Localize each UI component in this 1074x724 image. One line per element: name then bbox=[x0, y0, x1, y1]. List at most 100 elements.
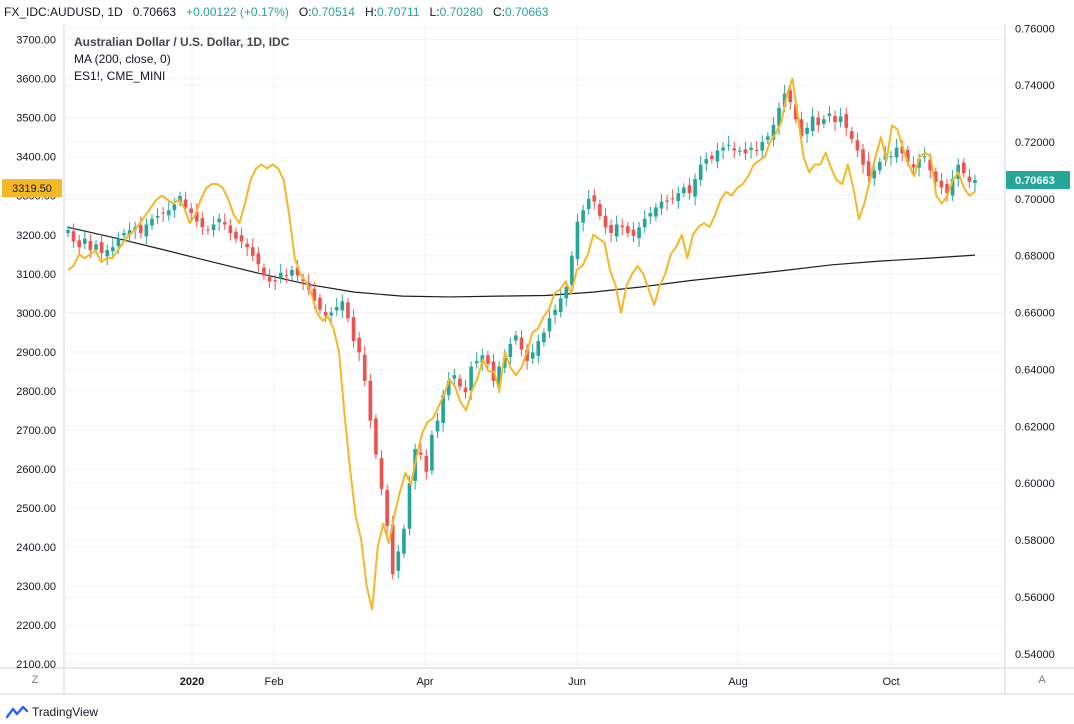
candle-body bbox=[88, 240, 93, 251]
candle-body bbox=[581, 210, 585, 223]
candle-body bbox=[676, 193, 681, 202]
candle-body bbox=[530, 352, 535, 359]
low-value: 0.70280 bbox=[439, 5, 483, 19]
legend-title: Australian Dollar / U.S. Dollar, 1D, IDC bbox=[74, 35, 290, 49]
right-tick-label: 0.70000 bbox=[1015, 194, 1055, 206]
candle-body bbox=[273, 280, 277, 282]
candle-body bbox=[351, 317, 356, 342]
candle-body bbox=[122, 232, 126, 236]
candle-body bbox=[900, 146, 905, 154]
candle-body bbox=[211, 224, 216, 231]
footer-brand[interactable]: TradingView bbox=[0, 700, 306, 724]
candle-body bbox=[687, 185, 692, 194]
left-tick-label: 3700.00 bbox=[16, 35, 56, 47]
candle-body bbox=[161, 212, 165, 214]
legend-compare[interactable]: ES1!, CME_MINI bbox=[74, 69, 166, 83]
es-last-value-text: 3319.50 bbox=[12, 183, 52, 195]
candle-body bbox=[816, 117, 821, 125]
candlestick-series bbox=[66, 83, 977, 580]
candle-body bbox=[66, 230, 70, 233]
time-axis[interactable]: 2020 Feb Apr Jun Aug Oct bbox=[180, 676, 900, 688]
chart-legend: Australian Dollar / U.S. Dollar, 1D, IDC… bbox=[74, 34, 289, 85]
tradingview-logo-icon bbox=[6, 705, 28, 719]
right-tick-label: 0.76000 bbox=[1015, 23, 1055, 35]
candle-body bbox=[424, 455, 429, 472]
open-label: O: bbox=[298, 5, 312, 19]
left-tick-label: 3400.00 bbox=[16, 152, 56, 164]
candle-body bbox=[553, 309, 557, 315]
candle-body bbox=[217, 218, 221, 223]
candle-body bbox=[586, 198, 591, 210]
candle-body bbox=[822, 119, 826, 124]
candle-body bbox=[178, 196, 182, 203]
left-tick-label: 3600.00 bbox=[16, 74, 56, 86]
candle-body bbox=[295, 267, 300, 276]
candle-body bbox=[794, 104, 798, 120]
last-value-labels: 3319.50 0.70663 bbox=[2, 171, 1070, 198]
candle-body bbox=[536, 341, 541, 356]
candle-body bbox=[894, 147, 899, 158]
time-tick-label: 2020 bbox=[180, 676, 204, 688]
low-label: L: bbox=[429, 5, 440, 19]
candle-body bbox=[435, 420, 440, 432]
candle-body bbox=[362, 354, 367, 381]
candle-body bbox=[833, 115, 837, 123]
candle-body bbox=[598, 203, 602, 216]
candle-body bbox=[704, 159, 709, 164]
candle-body bbox=[861, 149, 865, 165]
left-tick-label: 3500.00 bbox=[16, 113, 56, 125]
candle-body bbox=[933, 171, 938, 182]
candle-body bbox=[267, 276, 272, 282]
candle-body bbox=[917, 159, 921, 168]
candle-body bbox=[592, 195, 597, 202]
price-chart[interactable]: 3700.003600.003500.003400.003300.003200.… bbox=[0, 0, 1074, 700]
candle-body bbox=[665, 200, 669, 202]
candle-body bbox=[850, 131, 854, 140]
left-axis[interactable]: 3700.003600.003500.003400.003300.003200.… bbox=[16, 35, 56, 671]
candle-body bbox=[82, 238, 87, 244]
candle-body bbox=[827, 113, 832, 116]
time-tick-label: Apr bbox=[416, 676, 433, 688]
candle-body bbox=[547, 318, 552, 332]
candle-body bbox=[514, 335, 518, 341]
candle-body bbox=[648, 213, 653, 217]
candle-body bbox=[256, 253, 261, 265]
candle-body bbox=[670, 198, 675, 200]
right-tick-label: 0.66000 bbox=[1015, 308, 1055, 320]
es-last-value-badge bbox=[2, 179, 62, 198]
candle-body bbox=[110, 247, 115, 252]
legend-ma[interactable]: MA (200, close, 0) bbox=[74, 52, 171, 66]
candle-body bbox=[396, 551, 401, 571]
left-tick-label: 2800.00 bbox=[16, 386, 56, 398]
time-tick-label: Feb bbox=[265, 676, 284, 688]
right-tick-label: 0.74000 bbox=[1015, 80, 1055, 92]
close-label: C: bbox=[492, 5, 505, 19]
left-tick-label: 2200.00 bbox=[16, 620, 56, 632]
ma-line bbox=[67, 226, 976, 298]
candle-body bbox=[318, 297, 322, 310]
auto-scale-button[interactable]: A bbox=[1038, 674, 1046, 686]
right-axis[interactable]: 0.76000 0.74000 0.72000 0.70000 0.68000 0.660… bbox=[1015, 23, 1055, 661]
candle-body bbox=[771, 124, 776, 140]
candle-body bbox=[967, 176, 972, 182]
left-tick-label: 2400.00 bbox=[16, 542, 56, 554]
symbol-label[interactable]: FX_IDC:AUDUSD, 1D bbox=[4, 5, 123, 19]
candle-body bbox=[390, 524, 395, 575]
candle-body bbox=[614, 224, 619, 237]
right-tick-label: 0.60000 bbox=[1015, 478, 1055, 490]
right-tick-label: 0.68000 bbox=[1015, 251, 1055, 263]
candle-body bbox=[766, 136, 770, 140]
candle-body bbox=[329, 312, 333, 316]
time-tick-label: Oct bbox=[882, 676, 899, 688]
candle-body bbox=[698, 164, 703, 181]
candle-body bbox=[323, 312, 328, 316]
candle-body bbox=[474, 360, 479, 364]
left-tick-label: 3100.00 bbox=[16, 269, 56, 281]
zoom-button[interactable]: Z bbox=[31, 674, 39, 686]
left-tick-label: 3200.00 bbox=[16, 230, 56, 242]
candle-body bbox=[782, 93, 787, 107]
candle-body bbox=[71, 231, 76, 242]
candle-body bbox=[732, 148, 737, 151]
candle-body bbox=[262, 267, 266, 276]
candle-body bbox=[357, 337, 361, 353]
